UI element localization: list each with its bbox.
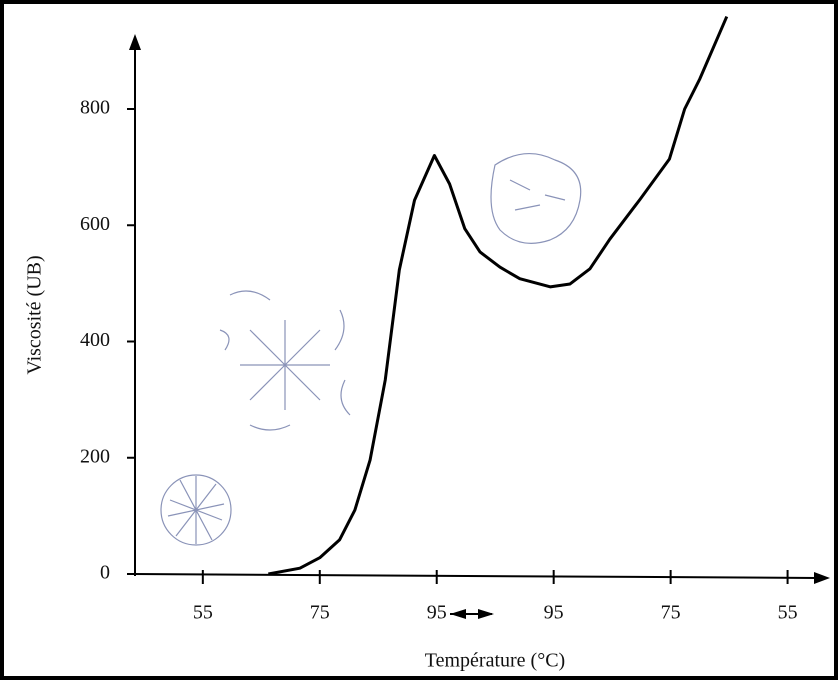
y-tick-label: 200 bbox=[80, 445, 110, 467]
x-tick-label: 95 bbox=[427, 602, 447, 624]
y-tick-label: 800 bbox=[80, 97, 110, 119]
curve bbox=[268, 15, 729, 576]
illustrations bbox=[160, 152, 582, 546]
x-arrow bbox=[814, 572, 830, 584]
x-tick-label: 95 bbox=[544, 602, 564, 624]
y-tick-label: 0 bbox=[100, 562, 110, 584]
y-tick-label: 600 bbox=[80, 213, 110, 235]
x-axis bbox=[132, 573, 819, 579]
y-tick-label: 400 bbox=[80, 329, 110, 351]
x-axis-label: Température (°C) bbox=[425, 650, 565, 672]
y-arrow bbox=[129, 34, 141, 50]
x-tick-label: 55 bbox=[778, 602, 798, 624]
x-tick-label: 55 bbox=[193, 602, 213, 624]
x-tick-label: 75 bbox=[310, 602, 330, 624]
y-axis-label: Viscosité (UB) bbox=[24, 255, 46, 374]
x-tick-label: 75 bbox=[661, 602, 681, 624]
double-arrow bbox=[450, 609, 494, 619]
